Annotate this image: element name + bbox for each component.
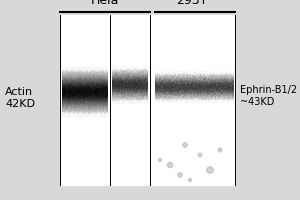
Circle shape xyxy=(178,173,182,177)
Circle shape xyxy=(183,143,187,147)
Circle shape xyxy=(207,167,213,173)
Circle shape xyxy=(167,162,173,168)
Circle shape xyxy=(188,178,191,182)
Bar xyxy=(60,15,235,185)
Text: Hela: Hela xyxy=(91,0,119,7)
Text: Actin: Actin xyxy=(5,87,33,97)
Text: 42KD: 42KD xyxy=(5,99,35,109)
Text: 293T: 293T xyxy=(176,0,208,7)
Text: ~43KD: ~43KD xyxy=(240,97,274,107)
Circle shape xyxy=(158,158,161,162)
Text: Ephrin-B1/2: Ephrin-B1/2 xyxy=(240,85,297,95)
Circle shape xyxy=(198,153,202,157)
Circle shape xyxy=(218,148,222,152)
